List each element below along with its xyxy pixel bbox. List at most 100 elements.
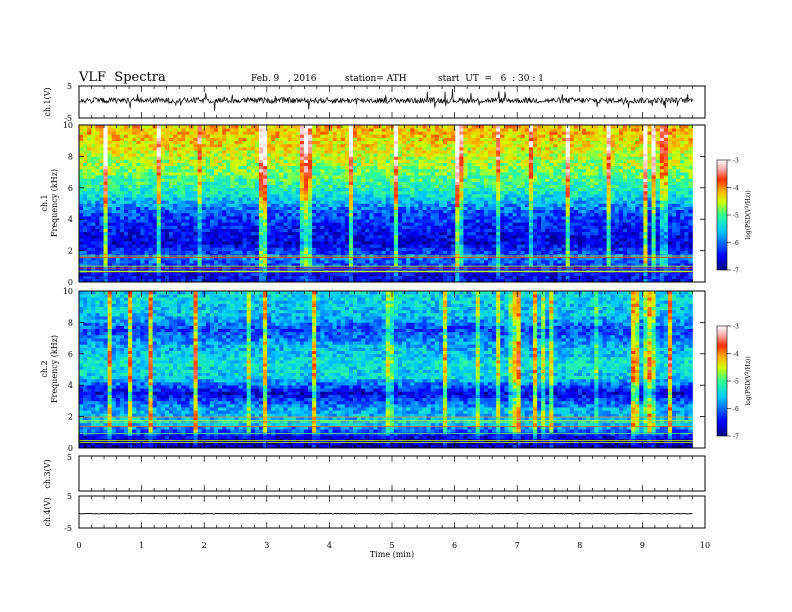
ch1-spectrogram-cell — [312, 219, 317, 223]
ch1-spectrogram-cell — [475, 159, 481, 163]
ch1-spectrogram-cell — [148, 168, 153, 173]
ch1-spectrogram-cell — [479, 209, 485, 214]
ch1-spectrogram-cell — [398, 275, 403, 280]
ch1-spectrogram-cell — [246, 146, 252, 151]
ch1-spectrogram-cell — [389, 172, 395, 176]
ch1-spectrogram-cell — [357, 175, 362, 179]
ch1-spectrogram-cell — [193, 140, 198, 145]
ch1-spectrogram-cell — [303, 153, 309, 157]
ch1-spectrogram-cell — [471, 150, 477, 154]
ch1-spectrogram-cell — [316, 256, 321, 261]
ch1-spectrogram-cell — [422, 275, 427, 280]
ch1-spectrogram-cell — [389, 165, 395, 170]
ch1-spectrogram-cell — [177, 162, 182, 167]
ch1-spectrogram-cell — [438, 278, 444, 283]
ch1-spectrogram-cell — [83, 162, 88, 167]
ch1-spectrogram-cell — [455, 275, 460, 280]
ch1-spectrogram-cell — [434, 234, 440, 239]
ch1-spectrogram-cell — [373, 256, 378, 261]
ch1-spectrogram-cell — [218, 200, 223, 204]
ch1-spectrogram-cell — [246, 253, 252, 258]
ch1-spectrogram-cell — [279, 209, 284, 214]
ch1-spectrogram-cell — [246, 159, 252, 163]
ch1-spectrogram-cell — [271, 159, 276, 163]
ch1-spectrogram-cell — [83, 168, 88, 173]
ch1-spectrogram-cell — [479, 234, 485, 239]
ch1-spectrogram-cell — [287, 143, 292, 148]
ch1-spectrogram-cell — [205, 231, 211, 236]
ch1-spectrogram-cell — [479, 228, 485, 233]
ch1-spectrogram-cell — [447, 209, 452, 214]
ch1-spectrogram-cell — [340, 238, 346, 242]
ch1-spectrogram-cell — [471, 194, 477, 198]
ch1-spectrogram-cell — [320, 153, 325, 157]
ch1-spectrogram-cell — [459, 253, 464, 258]
ch1-spectrogram-cell — [79, 234, 84, 239]
ch1-spectrogram-cell — [103, 256, 108, 261]
ch1-spectrogram-cell — [250, 125, 256, 129]
ch1-spectrogram-cell — [316, 263, 321, 267]
ch1-spectrogram-cell — [430, 140, 436, 145]
ch1-spectrogram-cell — [426, 231, 432, 236]
ch1-spectrogram-cell — [218, 260, 223, 264]
ch1-spectrogram-cell — [226, 146, 231, 151]
ch1-spectrogram-cell — [218, 238, 223, 242]
ch1-spectrogram-cell — [340, 146, 346, 151]
ch1-spectrogram-cell — [123, 200, 129, 204]
ch1-spectrogram-cell — [361, 190, 366, 195]
ch1-spectrogram-cell — [447, 238, 452, 242]
ch1-spectrogram-cell — [398, 190, 403, 195]
ch1-spectrogram-cell — [79, 125, 84, 129]
ch1-spectrogram-cell — [181, 197, 186, 201]
ch1-spectrogram-cell — [479, 278, 485, 283]
ch1-spectrogram-cell — [238, 197, 243, 201]
ch1-spectrogram-cell — [107, 272, 113, 277]
ch1-spectrogram-cell — [173, 238, 178, 242]
ch1-spectrogram-cell — [238, 260, 243, 264]
ch1-spectrogram-cell — [344, 278, 350, 283]
ch1-spectrogram-cell — [426, 190, 432, 195]
ch1-spectrogram-cell — [234, 194, 239, 198]
ch1-spectrogram-cell — [426, 175, 432, 179]
ch1-spectrogram-cell — [348, 216, 354, 220]
ch1-spectrogram-cell — [291, 178, 297, 182]
ch1-spectrogram-cell — [320, 209, 325, 214]
ch1-spectrogram-cell — [254, 168, 260, 173]
ch1-spectrogram-cell — [434, 153, 440, 157]
ch1-spectrogram-cell — [250, 206, 256, 211]
ch1-spectrogram-cell — [115, 225, 121, 229]
ch1-spectrogram-cell — [156, 256, 162, 261]
ch1-spectrogram-cell — [475, 131, 481, 135]
ch1-spectrogram-cell — [340, 190, 346, 195]
ch1-spectrogram-cell — [328, 253, 333, 258]
ch1-spectrogram-cell — [246, 228, 252, 233]
ch1-spectrogram-cell — [324, 128, 329, 132]
ch1-spectrogram-cell — [410, 146, 415, 151]
ch1-spectrogram-cell — [226, 272, 231, 277]
ch1-spectrogram-cell — [79, 131, 84, 135]
ch1-spectrogram-cell — [336, 150, 342, 154]
ch1-spectrogram-cell — [377, 275, 382, 280]
ch1-spectrogram-cell — [414, 228, 419, 233]
ch1-spectrogram-cell — [434, 253, 440, 258]
ch1-spectrogram-cell — [414, 134, 419, 138]
ch1-spectrogram-cell — [91, 143, 96, 148]
ch1-spectrogram-cell — [312, 253, 317, 258]
ch1-spectrogram-cell — [193, 238, 198, 242]
ch1-spectrogram-cell — [267, 159, 272, 163]
ch1-spectrogram-cell — [451, 150, 456, 154]
ch1-spectrogram-cell — [361, 228, 366, 233]
ch1-spectrogram-cell — [365, 250, 370, 255]
ch1-spectrogram-cell — [177, 256, 182, 261]
ch1-spectrogram-cell — [79, 225, 84, 229]
ch1-spectrogram-cell — [111, 168, 117, 173]
ch1-spectrogram-cell — [434, 181, 440, 185]
ch1-spectrogram-cell — [459, 272, 464, 277]
ch1-spectrogram-cell — [398, 212, 403, 217]
ch1-spectrogram-cell — [385, 175, 391, 179]
ch1-spectrogram-cell — [459, 137, 464, 141]
ch1-spectrogram-cell — [389, 194, 395, 198]
ch1-spectrogram-cell — [475, 260, 481, 264]
ch1-spectrogram-cell — [185, 131, 190, 135]
ch1-spectrogram-cell — [373, 159, 378, 163]
